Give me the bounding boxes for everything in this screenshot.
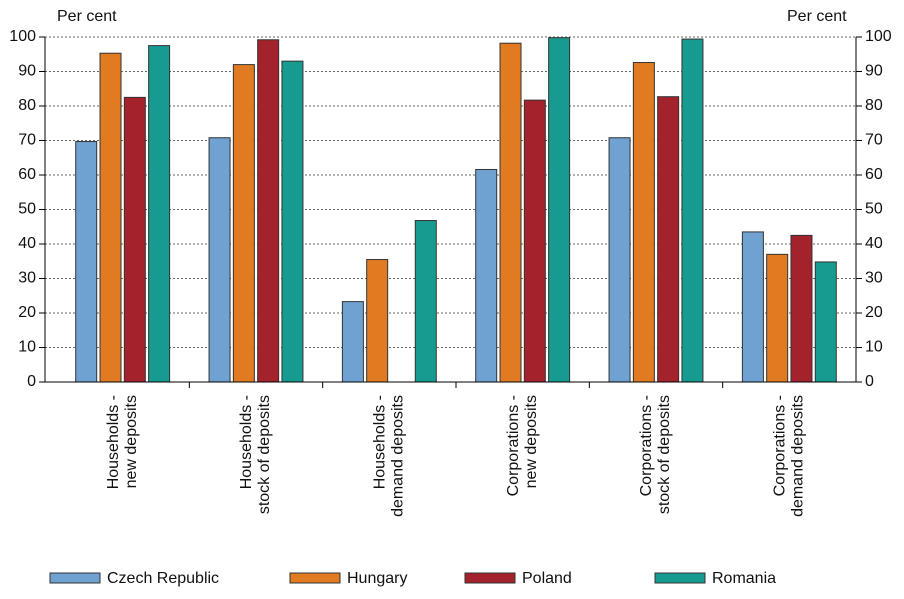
- y-tick-label: 90: [18, 63, 36, 80]
- legend-label: Czech Republic: [107, 570, 219, 587]
- bar: [632, 62, 655, 383]
- y-tick-label: 40: [18, 235, 36, 252]
- y2-tick-label: 80: [865, 97, 883, 114]
- bar: [366, 259, 389, 383]
- y2-tick-label: 60: [865, 166, 883, 183]
- y2-tick-label: 50: [865, 201, 883, 218]
- bar: [232, 64, 255, 383]
- bar: [99, 52, 122, 383]
- y2-tick-label: 20: [865, 304, 883, 321]
- y-tick-label: 60: [18, 166, 36, 183]
- bar: [208, 137, 231, 383]
- bar: [281, 60, 304, 383]
- bar: [341, 301, 364, 383]
- bar: [741, 231, 764, 383]
- y-tick-label: 0: [27, 373, 36, 390]
- legend-swatch: [49, 572, 101, 584]
- y-tick-label: 10: [18, 339, 36, 356]
- legend-swatch: [464, 572, 516, 584]
- x-tick-label: demand deposits: [390, 395, 407, 517]
- bar: [681, 38, 704, 383]
- x-tick-label: new deposits: [123, 395, 140, 488]
- bar: [790, 234, 813, 383]
- x-tick-label: stock of deposits: [656, 395, 673, 514]
- x-tick-label: Households -: [372, 395, 389, 489]
- legend-label: Poland: [522, 570, 572, 587]
- y-tick-label: 50: [18, 201, 36, 218]
- y2-axis-label: Per cent: [787, 8, 847, 25]
- y-tick-label: 30: [18, 270, 36, 287]
- y2-tick-label: 90: [865, 63, 883, 80]
- y2-tick-label: 40: [865, 235, 883, 252]
- y2-tick-label: 100: [865, 28, 892, 45]
- legend-swatch: [289, 572, 341, 584]
- legend-swatch: [654, 572, 706, 584]
- bar: [499, 42, 522, 383]
- y-axis-label: Per cent: [57, 8, 117, 25]
- bar: [523, 99, 546, 383]
- bar: [148, 45, 171, 383]
- y2-tick-label: 0: [865, 373, 874, 390]
- bar: [814, 261, 837, 383]
- y2-tick-label: 70: [865, 132, 883, 149]
- bar: [75, 141, 98, 383]
- y-tick-label: 20: [18, 304, 36, 321]
- bar: [123, 96, 146, 383]
- bar: [657, 96, 680, 383]
- y-tick-label: 80: [18, 97, 36, 114]
- y-tick-label: 70: [18, 132, 36, 149]
- legend-label: Romania: [712, 570, 776, 587]
- x-tick-label: demand deposits: [790, 395, 807, 517]
- x-tick-label: stock of deposits: [256, 395, 273, 514]
- y2-tick-label: 10: [865, 339, 883, 356]
- x-tick-label: Corporations -: [505, 395, 522, 496]
- legend-label: Hungary: [347, 570, 407, 587]
- bar: [414, 220, 437, 383]
- bar: [766, 253, 789, 383]
- bar: [475, 168, 498, 383]
- y-tick-label: 100: [9, 28, 36, 45]
- bar: [608, 137, 631, 383]
- x-tick-label: new deposits: [523, 395, 540, 488]
- bar: [548, 37, 571, 383]
- x-tick-label: Corporations -: [772, 395, 789, 496]
- y2-tick-label: 30: [865, 270, 883, 287]
- x-tick-label: Corporations -: [638, 395, 655, 496]
- x-tick-label: Households -: [105, 395, 122, 489]
- bar: [257, 39, 280, 383]
- x-tick-label: Households -: [238, 395, 255, 489]
